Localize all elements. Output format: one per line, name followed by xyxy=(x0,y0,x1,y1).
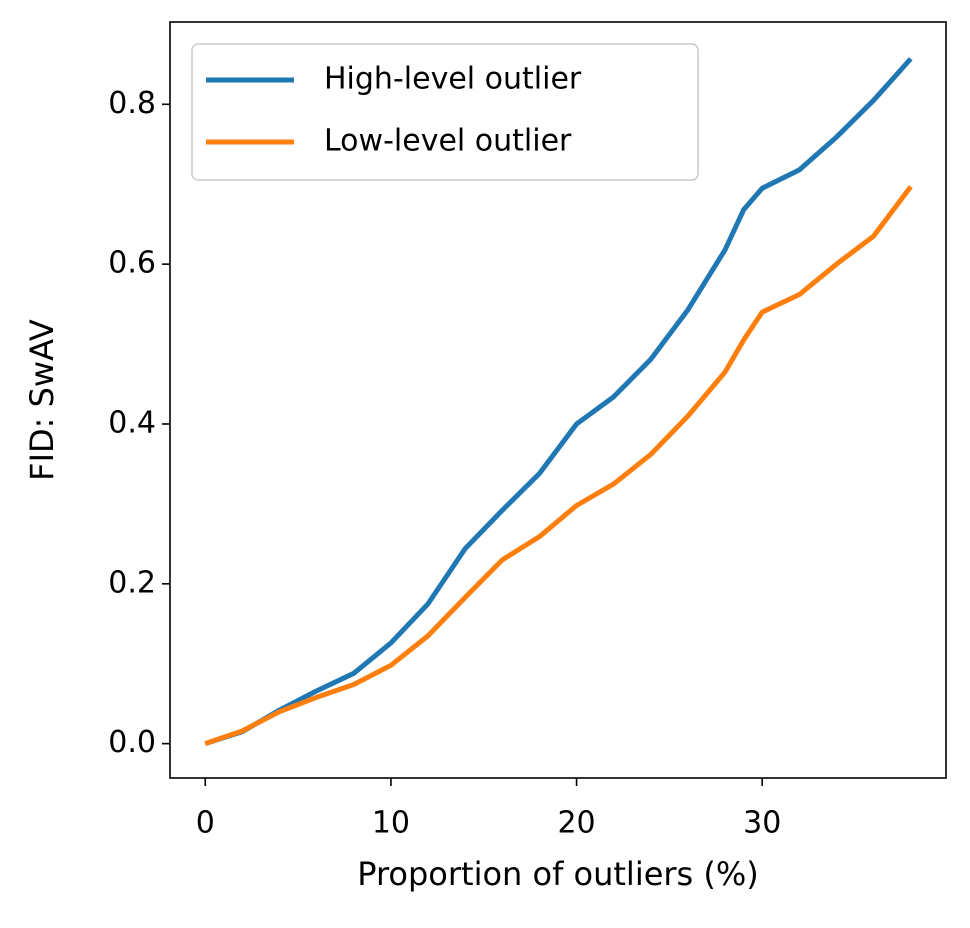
plot-frame xyxy=(169,21,947,779)
y-tick-label: 0.2 xyxy=(108,565,156,600)
y-axis-label: FID: SwAV xyxy=(23,319,61,481)
y-tick-label: 0.8 xyxy=(108,86,156,121)
data-line xyxy=(204,185,913,746)
legend-box xyxy=(191,43,699,181)
y-tick-label: 0.0 xyxy=(108,725,156,760)
y-tick-label: 0.6 xyxy=(108,246,156,281)
legend-label: High-level outlier xyxy=(324,62,582,97)
x-tick-label: 30 xyxy=(743,806,781,841)
data-line xyxy=(204,57,913,747)
x-tick-label: 0 xyxy=(196,806,215,841)
x-tick-label: 20 xyxy=(557,806,595,841)
x-tick-label: 10 xyxy=(372,806,410,841)
legend-label: Low-level outlier xyxy=(324,124,572,159)
x-axis-label: Proportion of outliers (%) xyxy=(357,855,759,893)
y-tick-label: 0.4 xyxy=(108,405,156,440)
